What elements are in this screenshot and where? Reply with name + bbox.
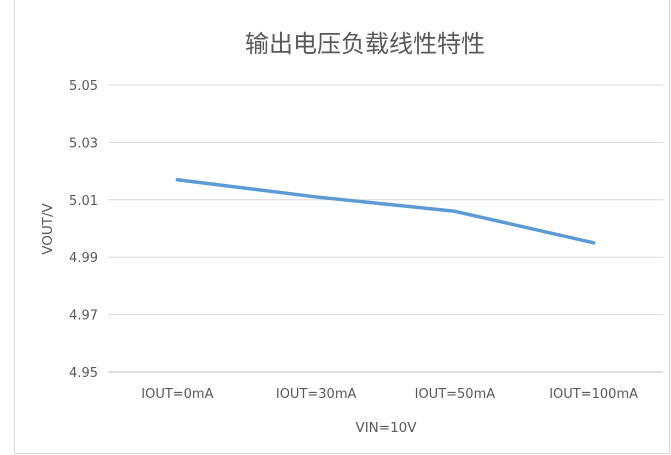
chart-title: 输出电压负载线性特性 [245, 30, 485, 58]
y-tick-label: 5.01 [69, 194, 98, 209]
x-axis-label: VIN=10V [355, 420, 417, 436]
x-tick-label: IOUT=30mA [276, 387, 357, 402]
y-tick-label: 5.03 [69, 136, 98, 151]
x-tick-label: IOUT=50mA [415, 387, 496, 402]
y-tick-label: 4.95 [69, 366, 98, 381]
chart-frame [14, 0, 670, 454]
y-tick-label: 4.97 [69, 309, 98, 324]
x-tick-labels: IOUT=0mA IOUT=30mA IOUT=50mA IOUT=100mA [141, 387, 638, 402]
y-tick-label: 4.99 [69, 251, 98, 266]
series-lines [175, 177, 596, 245]
y-tick-labels: 4.95 4.97 4.99 5.01 5.03 5.05 [69, 79, 98, 381]
x-tick-label: IOUT=0mA [141, 387, 213, 402]
gridlines [108, 84, 663, 373]
x-tick-label: IOUT=100mA [549, 387, 638, 402]
series-line [175, 177, 596, 245]
y-axis-label: VOUT/V [40, 202, 56, 254]
y-tick-label: 5.05 [69, 79, 98, 94]
